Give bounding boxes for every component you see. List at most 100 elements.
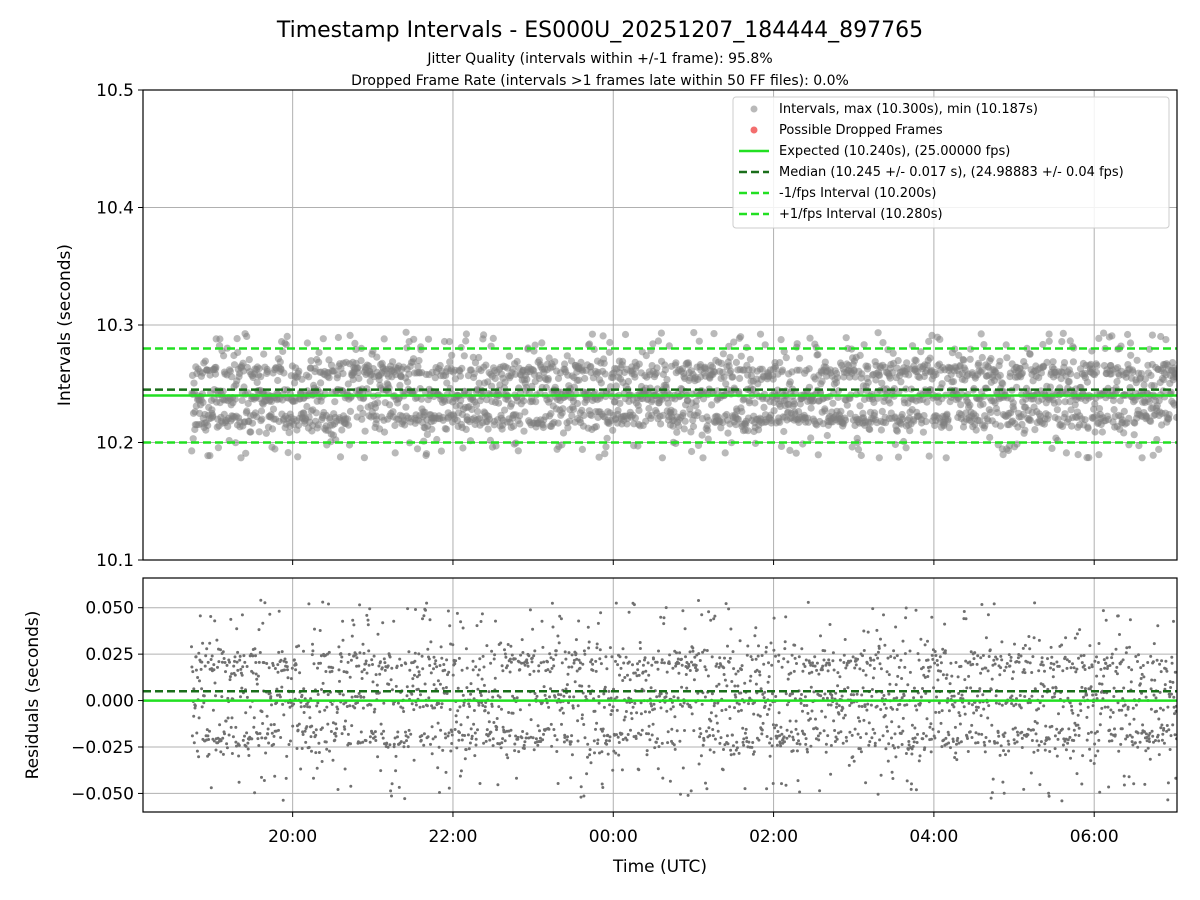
residual-point <box>198 614 202 618</box>
residual-point <box>601 786 605 789</box>
residual-point <box>213 619 217 623</box>
residual-point <box>558 708 562 712</box>
residual-point <box>947 733 951 737</box>
interval-point <box>1108 332 1116 340</box>
top-y-tick-label-0: 10.1 <box>96 551 134 571</box>
residual-point <box>344 719 347 723</box>
residual-point <box>566 672 570 676</box>
residual-point <box>467 747 471 751</box>
residual-point <box>906 747 910 751</box>
interval-point <box>737 333 745 341</box>
residual-point <box>803 695 807 699</box>
interval-point <box>1095 334 1103 342</box>
residual-point <box>564 687 568 691</box>
interval-point <box>516 412 524 420</box>
interval-point <box>1010 405 1018 413</box>
residual-point <box>714 714 718 718</box>
residual-point <box>379 769 383 773</box>
residual-point <box>1068 701 1072 705</box>
interval-point <box>331 398 339 406</box>
residual-point <box>358 741 362 745</box>
residual-point <box>614 659 617 663</box>
interval-point <box>319 335 327 343</box>
residual-point <box>580 713 584 717</box>
residual-point <box>310 749 313 753</box>
residual-point <box>713 737 717 741</box>
residual-point <box>655 660 659 664</box>
interval-point <box>841 416 850 424</box>
residual-point <box>206 734 210 738</box>
interval-point <box>1026 416 1035 424</box>
residual-point <box>371 663 374 666</box>
residual-point <box>872 658 876 662</box>
residual-point <box>643 656 647 660</box>
residual-point <box>722 666 726 670</box>
residual-point <box>1034 732 1038 736</box>
residual-point <box>758 673 762 677</box>
residual-point <box>592 739 596 743</box>
residual-point <box>226 716 230 720</box>
residual-point <box>361 740 365 744</box>
residual-point <box>287 743 291 746</box>
residual-point <box>410 702 414 706</box>
residual-point <box>1075 667 1079 671</box>
residual-point <box>606 733 610 737</box>
interval-point <box>475 379 483 387</box>
residual-point <box>785 728 789 732</box>
interval-point <box>448 351 456 359</box>
residual-point <box>355 656 359 660</box>
residual-point <box>890 736 893 740</box>
interval-point <box>501 378 509 386</box>
residual-point <box>900 743 904 746</box>
residual-point <box>665 709 669 713</box>
residual-point <box>894 625 898 629</box>
residual-point <box>632 603 636 607</box>
interval-point <box>912 357 920 365</box>
residual-point <box>802 662 806 666</box>
residual-point <box>500 664 504 668</box>
residual-point <box>461 626 465 630</box>
residual-point <box>516 735 520 739</box>
residual-point <box>294 668 298 672</box>
residual-point <box>244 711 248 715</box>
residual-point <box>491 744 495 748</box>
residual-point <box>539 661 543 665</box>
residual-point <box>239 695 242 699</box>
residual-point <box>524 736 528 740</box>
interval-point <box>877 426 886 434</box>
residual-point <box>392 745 396 749</box>
interval-point <box>212 363 220 371</box>
residual-point <box>943 651 947 655</box>
residual-point <box>821 697 825 700</box>
residual-point <box>335 711 339 714</box>
interval-point <box>776 418 784 426</box>
residual-point <box>992 602 996 606</box>
residual-point <box>979 714 983 718</box>
top-y-tick-label-2: 10.3 <box>96 316 134 336</box>
residual-point <box>380 666 384 670</box>
residual-point <box>750 658 754 662</box>
interval-point <box>782 354 790 362</box>
residual-point <box>538 736 542 740</box>
residual-point <box>795 742 799 745</box>
interval-point <box>730 338 738 346</box>
interval-point <box>488 382 496 390</box>
residual-point <box>611 768 615 772</box>
interval-point <box>1135 442 1143 450</box>
residual-point <box>900 677 904 680</box>
interval-point <box>1124 330 1132 339</box>
interval-point <box>224 422 232 430</box>
interval-point <box>777 336 785 344</box>
residual-point <box>484 739 488 743</box>
residual-point <box>729 748 733 752</box>
residual-point <box>503 739 507 743</box>
residual-point <box>238 654 242 658</box>
residual-point <box>295 747 299 750</box>
residual-point <box>723 678 727 682</box>
residual-point <box>716 729 720 733</box>
residual-point <box>991 663 995 667</box>
residual-point <box>922 732 926 735</box>
residual-point <box>477 703 481 707</box>
residual-point <box>1069 756 1072 760</box>
